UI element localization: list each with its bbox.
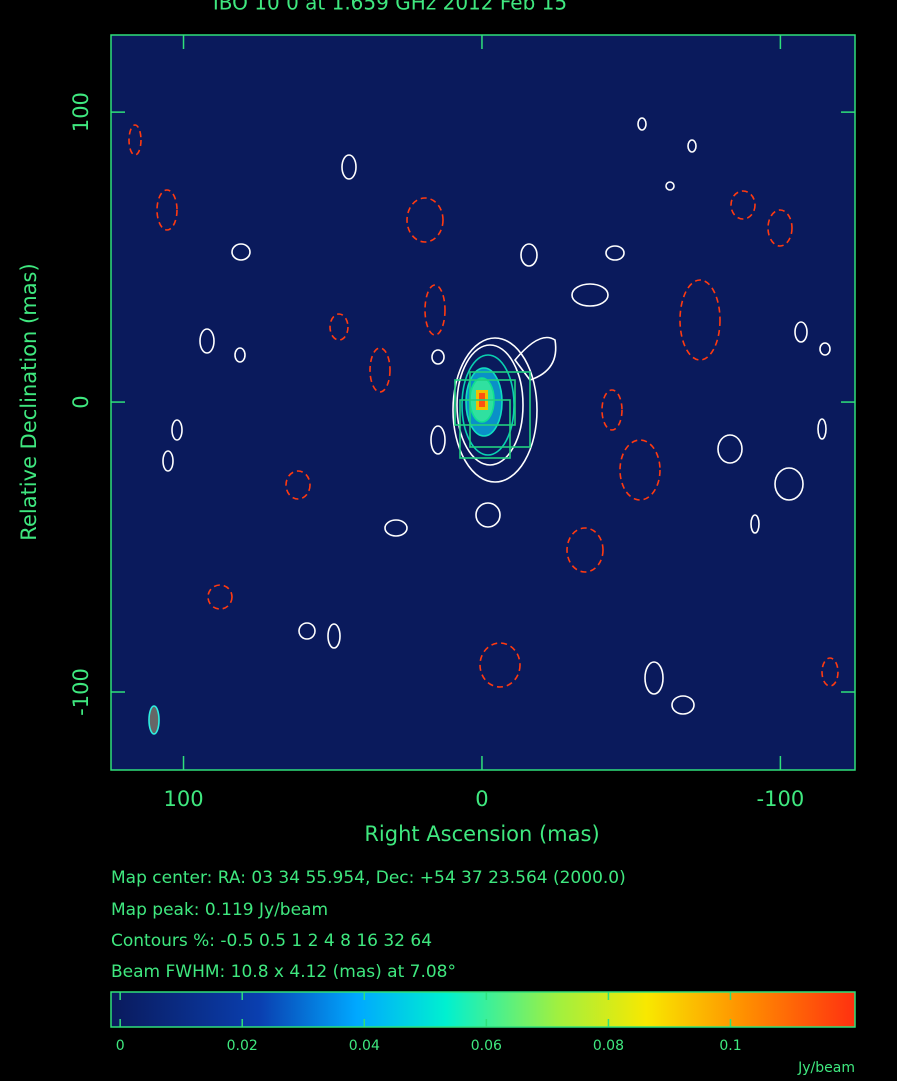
colorbar-tick-label: 0.06 [471, 1038, 502, 1054]
colorbar-tick-label: 0 [116, 1038, 125, 1054]
y-tick-label: -100 [69, 668, 93, 716]
colorbar-label: Jy/beam [797, 1060, 855, 1076]
y-axis-label: Relative Declination (mas) [17, 263, 41, 540]
y-tick-label: 100 [69, 92, 93, 132]
info-line: Contours %: -0.5 0.5 1 2 4 8 16 32 64 [111, 931, 432, 951]
colorbar-tick-label: 0.1 [719, 1038, 741, 1054]
chart: IBO 10 0 at 1.659 GHz 2012 Feb 15 [0, 0, 897, 1081]
colorbar-tick-label: 0.08 [593, 1038, 624, 1054]
x-tick-label: -100 [757, 787, 805, 811]
beam [149, 706, 159, 734]
info-line: Beam FWHM: 10.8 x 4.12 (mas) at 7.08° [111, 962, 456, 982]
colorbar-tick-label: 0.02 [227, 1038, 258, 1054]
x-tick-label: 0 [475, 787, 488, 811]
colorbar [111, 992, 855, 1027]
info-line: Map center: RA: 03 34 55.954, Dec: +54 3… [111, 868, 626, 888]
x-tick-label: 100 [163, 787, 203, 811]
colorbar-tick-label: 0.04 [349, 1038, 380, 1054]
y-tick-label: 0 [69, 395, 93, 408]
info-line: Map peak: 0.119 Jy/beam [111, 900, 328, 920]
chart-title: IBO 10 0 at 1.659 GHz 2012 Feb 15 [213, 0, 567, 15]
x-axis-label: Right Ascension (mas) [364, 822, 599, 846]
